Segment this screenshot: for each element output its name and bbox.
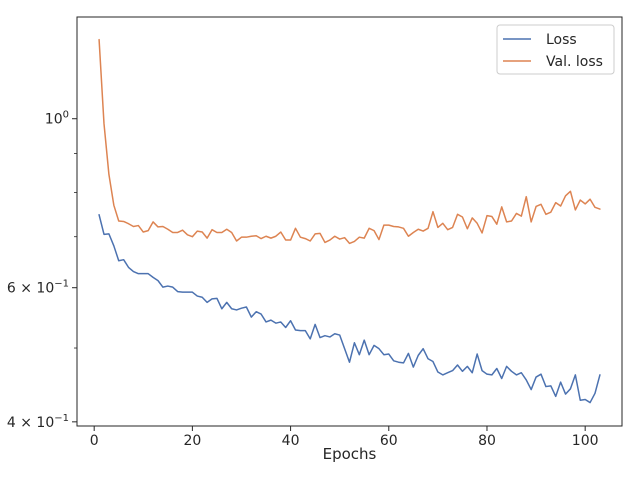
y-tick-label: 6 × 10−1 bbox=[7, 279, 69, 297]
x-tick-label: 20 bbox=[183, 433, 201, 449]
x-axis-label: Epochs bbox=[323, 445, 377, 463]
legend-label: Loss bbox=[546, 32, 577, 48]
y-tick-label: 100 bbox=[45, 110, 69, 128]
legend: Loss Val. loss bbox=[496, 24, 615, 75]
plot-frame bbox=[76, 16, 623, 427]
x-tick-label: 60 bbox=[380, 433, 398, 449]
x-tick-label: 0 bbox=[90, 433, 99, 449]
x-tick-label: 40 bbox=[282, 433, 300, 449]
legend-label: Val. loss bbox=[546, 54, 603, 70]
plot-area bbox=[98, 38, 601, 404]
y-axis: 100 6 × 10−1 4 × 10−1 bbox=[7, 110, 77, 431]
x-tick-label: 80 bbox=[478, 433, 496, 449]
series-line-1 bbox=[98, 38, 601, 245]
x-axis: 0 20 40 60 80 100 bbox=[90, 426, 599, 449]
x-tick-label: 100 bbox=[572, 433, 599, 449]
y-tick-label: 4 × 10−1 bbox=[7, 413, 69, 431]
series-line-0 bbox=[98, 214, 601, 404]
